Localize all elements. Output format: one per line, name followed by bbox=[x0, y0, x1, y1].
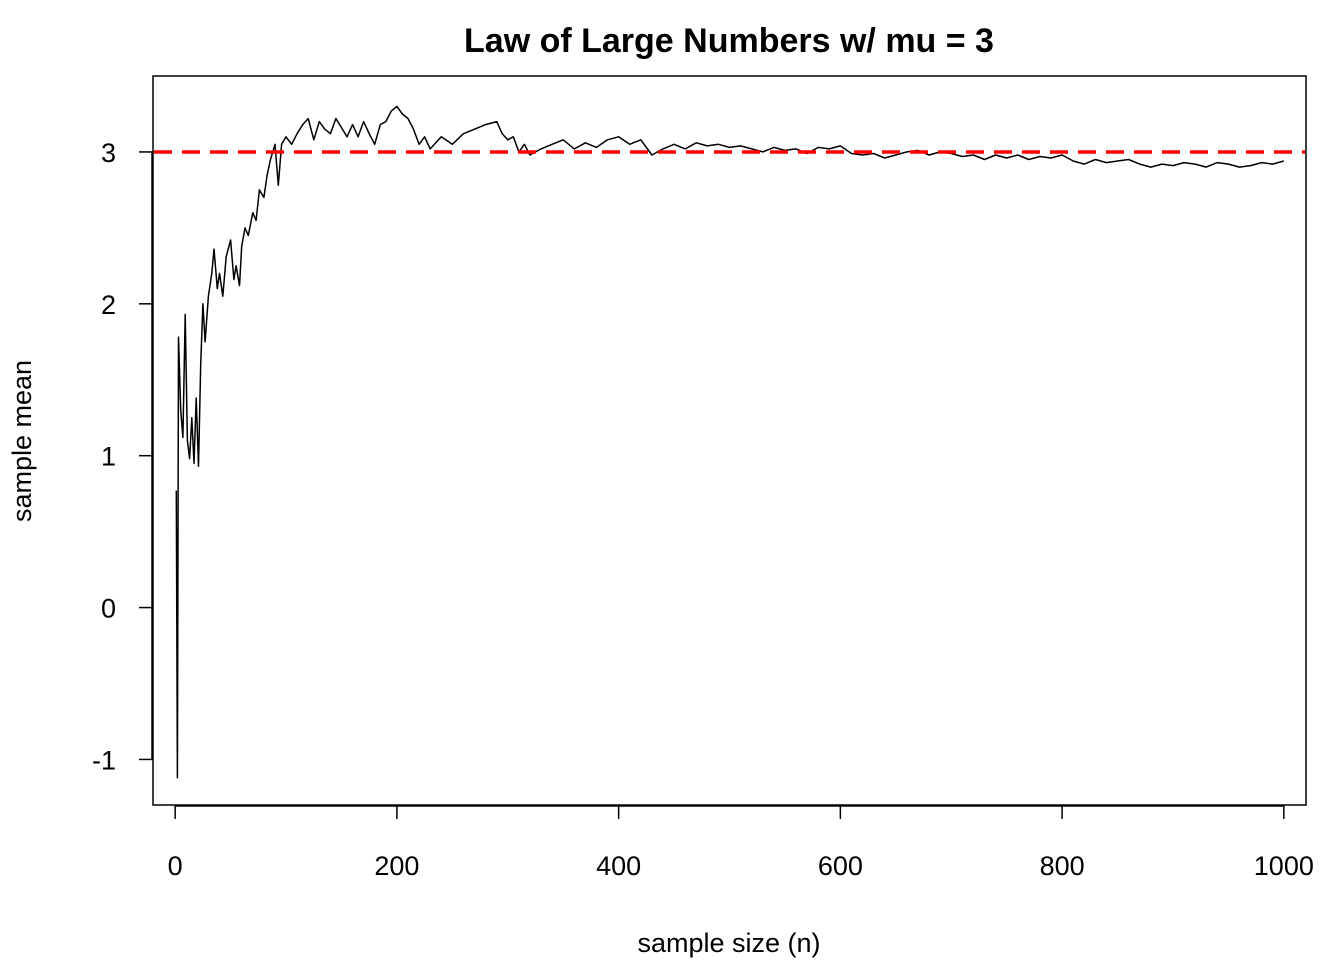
series-layer bbox=[175, 105, 1285, 779]
plot-box bbox=[152, 75, 1307, 806]
y-axis-label: sample mean bbox=[7, 360, 37, 522]
x-tick-label: 800 bbox=[1040, 851, 1085, 881]
x-tick-label: 200 bbox=[374, 851, 419, 881]
x-tick-label: 0 bbox=[168, 851, 183, 881]
y-tick-label: -1 bbox=[92, 745, 116, 775]
y-tick-label: 1 bbox=[101, 442, 116, 472]
x-axis-label: sample size (n) bbox=[637, 928, 820, 958]
y-axis: -1 0 1 2 3 bbox=[92, 138, 153, 775]
x-tick-label: 1000 bbox=[1254, 851, 1314, 881]
y-tick-label: 3 bbox=[101, 138, 116, 168]
x-tick-label: 400 bbox=[596, 851, 641, 881]
y-tick-label: 0 bbox=[101, 594, 116, 624]
x-axis: 0 200 400 600 800 1000 bbox=[168, 805, 1314, 881]
chart-title: Law of Large Numbers w/ mu = 3 bbox=[464, 22, 994, 60]
y-tick-label: 2 bbox=[101, 290, 116, 320]
series-line-0 bbox=[175, 105, 1285, 779]
x-tick-label: 600 bbox=[818, 851, 863, 881]
